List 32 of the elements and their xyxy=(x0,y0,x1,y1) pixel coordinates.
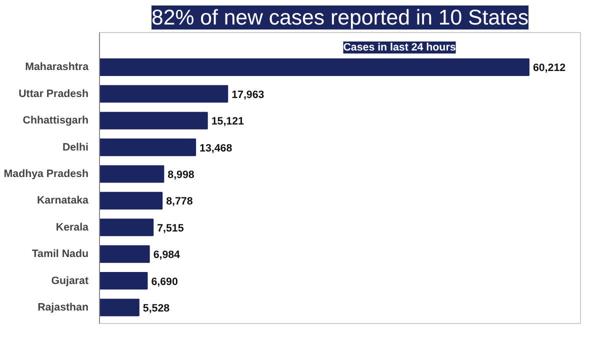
bar xyxy=(100,298,140,316)
y-tick-label: Gujarat xyxy=(51,274,89,287)
data-label: 6,984 xyxy=(153,249,180,262)
data-label: 8,778 xyxy=(166,196,193,208)
y-tick-label: Tamil Nadu xyxy=(32,248,89,260)
bar xyxy=(100,218,154,236)
y-tick-label: Karnataka xyxy=(36,194,89,207)
bar xyxy=(100,192,163,210)
bar xyxy=(100,112,208,130)
y-tick-label: Delhi xyxy=(62,141,89,154)
data-label: 7,515 xyxy=(157,222,184,234)
data-label: 6,690 xyxy=(151,276,178,288)
data-label: 17,963 xyxy=(232,88,264,101)
chart-title: 82% of new cases reported in 10 States xyxy=(151,6,529,30)
bar xyxy=(100,85,228,103)
data-label: 5,528 xyxy=(142,302,170,314)
bar xyxy=(100,272,148,290)
y-tick-label: Rajasthan xyxy=(38,301,89,314)
data-label: 15,121 xyxy=(211,116,244,128)
bar xyxy=(100,138,196,156)
text: Cases in last 24 hours xyxy=(343,42,456,54)
y-tick-label: Kerala xyxy=(56,221,89,234)
data-label: 60,212 xyxy=(532,62,566,74)
bar xyxy=(100,165,164,183)
y-tick-label: Chhattisgarh xyxy=(22,114,88,127)
bar xyxy=(100,245,150,263)
data-label: 8,998 xyxy=(168,168,194,181)
y-tick-label: Madhya Pradesh xyxy=(4,168,89,180)
y-tick-label: Maharashtra xyxy=(25,61,89,74)
data-label: 13,468 xyxy=(200,142,232,154)
y-tick-label: Uttar Pradesh xyxy=(18,88,89,100)
bar xyxy=(100,58,530,76)
